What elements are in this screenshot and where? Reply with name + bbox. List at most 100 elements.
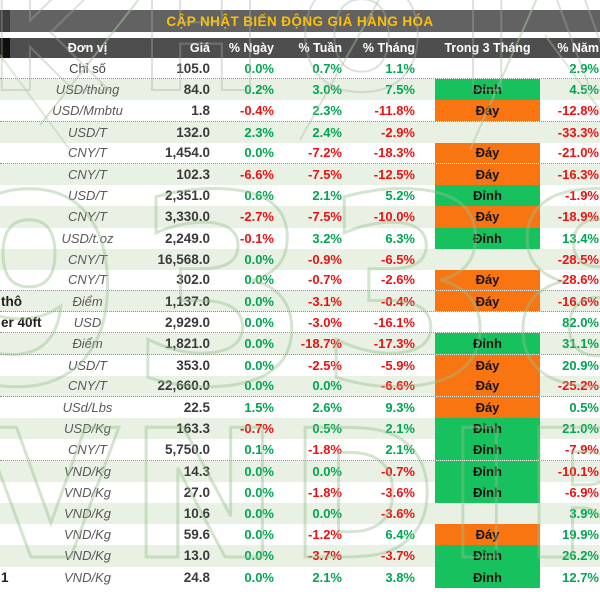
day-change-cell: 1.5%: [244, 400, 274, 416]
spacer-cell: [418, 376, 435, 396]
trend-badge: Đáy: [435, 375, 540, 396]
day-change-cell: 0.0%: [244, 336, 274, 352]
unit-cell: USD/t.oz: [61, 230, 114, 246]
week-change-cell: 2.1%: [312, 188, 342, 204]
year-change-cell: 13.4%: [562, 230, 599, 246]
week-change-cell: -7.5%: [308, 167, 342, 183]
month-change-cell: -18.3%: [373, 145, 415, 161]
spacer-cell: [418, 418, 435, 439]
week-change-cell: 2.6%: [312, 400, 342, 416]
unit-cell: CNY/T: [68, 272, 107, 288]
month-change-cell: -11.8%: [374, 102, 415, 118]
spacer-cell: [418, 333, 435, 353]
price-cell: 5,750.0: [164, 441, 210, 457]
unit-cell: VND/Kg: [64, 527, 111, 543]
week-change-cell: -0.7%: [308, 272, 342, 288]
table-row: USd/Lbs 22.5 1.5% 2.6% 9.3% Đáy 0.5%: [0, 397, 600, 419]
unit-cell: VND/Kg: [64, 569, 111, 585]
year-change-cell: -33.3%: [557, 124, 599, 140]
day-change-cell: 0.0%: [244, 484, 274, 500]
price-cell: 14.3: [183, 463, 210, 479]
week-change-cell: -0.9%: [308, 251, 342, 267]
unit-cell: VND/Kg: [64, 463, 111, 479]
table-header-row: Đơn vị Giá % Ngày % Tuần % Tháng Trong 3…: [0, 38, 600, 58]
month-change-cell: -6.6%: [381, 378, 415, 394]
unit-cell: VND/Kg: [64, 506, 111, 522]
trend-badge: Đỉnh: [435, 227, 540, 249]
trend-badge: Đáy: [435, 269, 540, 291]
unit-cell: USD: [73, 314, 102, 330]
unit-cell: CNY/T: [68, 167, 107, 183]
trend-badge: Đỉnh: [435, 418, 540, 440]
month-change-cell: -17.3%: [373, 336, 415, 352]
price-cell: 132.0: [176, 124, 210, 140]
trend-badge: [435, 503, 540, 524]
table-row: er 40ft USD 2,929.0 0.0% -3.0% -16.1% 82.0%: [0, 312, 600, 334]
week-change-cell: -2.5%: [308, 357, 342, 373]
price-cell: 3,330.0: [164, 209, 210, 225]
trend-badge: Đáy: [435, 524, 540, 546]
trend-badge: Đỉnh: [435, 333, 540, 354]
table-row: USD/Kg 163.3 -0.7% 0.5% 2.1% Đỉnh 21.0%: [0, 418, 600, 440]
unit-cell: USD/T: [68, 188, 107, 204]
spacer-cell: [418, 58, 435, 78]
day-change-cell: 0.0%: [244, 293, 274, 309]
day-change-cell: 0.0%: [244, 314, 274, 330]
unit-cell: VND/Kg: [64, 484, 111, 500]
spacer-cell: [418, 228, 435, 249]
day-change-cell: 0.1%: [244, 441, 274, 457]
trend-badge: Đáy: [435, 397, 540, 419]
month-change-cell: -0.7%: [381, 463, 415, 479]
table-row: CNY/T 5,750.0 0.1% -1.8% 2.1% Đỉnh -7.9%: [0, 439, 600, 461]
unit-cell: CNY/T: [68, 441, 107, 457]
price-cell: 84.0: [183, 82, 210, 98]
price-cell: 16,568.0: [157, 251, 210, 267]
year-change-cell: -1.9%: [565, 188, 599, 204]
day-change-cell: 0.0%: [244, 145, 274, 161]
trend-badge: Đỉnh: [435, 439, 540, 460]
spacer-cell: [418, 79, 435, 100]
price-cell: 59.6: [183, 527, 210, 543]
day-change-cell: -2.7%: [240, 209, 274, 225]
spacer-cell: [418, 249, 435, 270]
table-row: CNY/T 3,330.0 -2.7% -7.5% -10.0% Đáy -18.9%: [0, 206, 600, 228]
spacer-cell: [418, 439, 435, 459]
week-change-cell: 3.2%: [312, 230, 342, 246]
header-day-pct: % Ngày: [228, 41, 274, 55]
price-cell: 2,249.0: [164, 230, 210, 246]
spacer-cell: [418, 122, 435, 143]
week-change-cell: 2.1%: [312, 569, 342, 585]
page-title: CẬP NHẬT BIẾN ĐỘNG GIÁ HÀNG HÓA: [166, 13, 434, 29]
table-row: USD/T 132.0 2.3% 2.4% -2.9% -33.3%: [0, 121, 600, 143]
year-change-cell: -18.9%: [557, 209, 599, 225]
header-week-pct: % Tuần: [298, 41, 342, 55]
week-change-cell: -18.7%: [300, 336, 342, 352]
spacer-cell: [418, 164, 435, 185]
table-row: CNY/T 102.3 -6.6% -7.5% -12.5% Đáy -16.3%: [0, 163, 600, 186]
unit-cell: VND/Kg: [64, 548, 111, 564]
spacer-cell: [418, 270, 435, 290]
month-change-cell: -2.9%: [381, 124, 415, 140]
title-left-stub: [0, 10, 10, 32]
month-change-cell: -10.0%: [373, 209, 415, 225]
day-change-cell: 0.0%: [244, 251, 274, 267]
table-row: USD/Mmbtu 1.8 -0.4% 2.3% -11.8% Đáy -12.8%: [0, 100, 600, 122]
table-row: CNY/T 1,454.0 0.0% -7.2% -18.3% Đáy -21.0%: [0, 142, 600, 164]
spacer-cell: [418, 291, 435, 311]
week-change-cell: 0.0%: [312, 506, 342, 522]
spacer-cell: [418, 100, 435, 120]
year-change-cell: 82.0%: [562, 314, 599, 330]
month-change-cell: -6.5%: [381, 251, 415, 267]
year-change-cell: 20.9%: [562, 357, 599, 373]
day-change-cell: 0.0%: [244, 548, 274, 564]
spacer-cell: [418, 143, 435, 163]
day-change-cell: -6.6%: [240, 167, 274, 183]
day-change-cell: 0.0%: [244, 272, 274, 288]
table-row: CNY/T 302.0 0.0% -0.7% -2.6% Đáy -28.6%: [0, 269, 600, 292]
price-cell: 13.0: [183, 548, 210, 564]
spacer-cell: [418, 482, 435, 503]
month-change-cell: 6.4%: [385, 527, 415, 543]
table-row: VND/Kg 59.6 0.0% -1.2% 6.4% Đáy 19.9%: [0, 524, 600, 546]
month-change-cell: -3.6%: [381, 506, 415, 522]
day-change-cell: 0.0%: [244, 60, 274, 76]
